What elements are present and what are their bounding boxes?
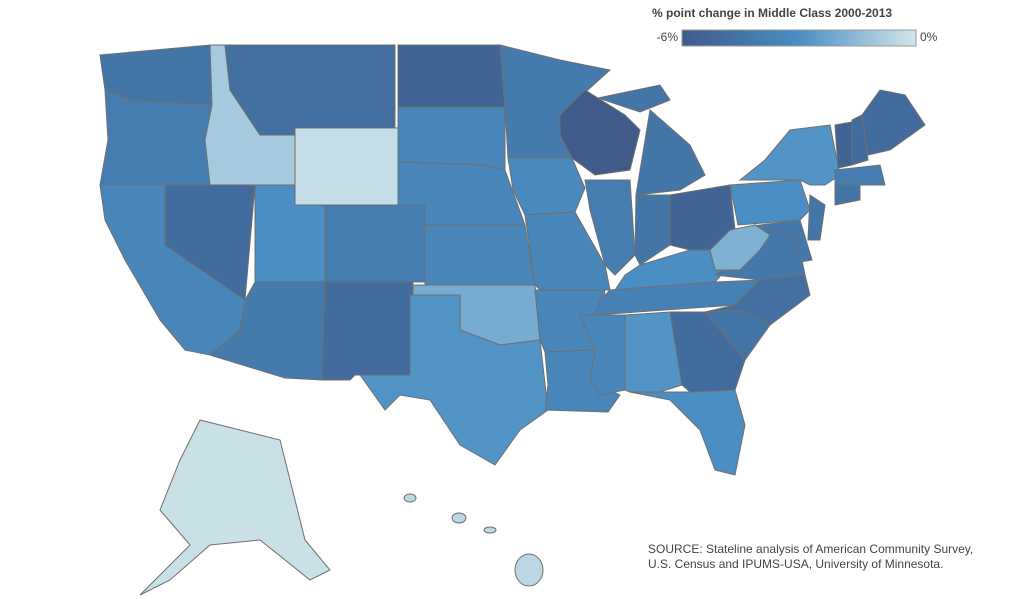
state (139, 419, 331, 596)
state (507, 157, 586, 216)
state (224, 44, 396, 136)
states (99, 44, 926, 596)
state (321, 281, 414, 381)
state (397, 44, 506, 108)
state (403, 493, 544, 587)
source-line: U.S. Census and IPUMS-USA, University of… (648, 557, 943, 571)
state (758, 219, 813, 263)
state (397, 106, 506, 171)
state (294, 127, 399, 206)
state (324, 204, 426, 283)
state (834, 182, 861, 206)
state (709, 224, 771, 271)
state (99, 89, 213, 186)
state (834, 164, 886, 186)
state (424, 224, 536, 286)
state (807, 194, 826, 241)
legend-tick-label: 0% (920, 30, 938, 44)
state (834, 121, 853, 169)
state (861, 89, 926, 156)
state (738, 124, 841, 186)
legend-tick-label: -6% (657, 30, 679, 44)
state (584, 179, 636, 276)
source-line: SOURCE: Stateline analysis of American C… (648, 542, 973, 556)
state (851, 114, 869, 166)
state (629, 389, 746, 476)
state (359, 294, 549, 466)
state (729, 179, 811, 226)
state (596, 84, 706, 196)
legend-bar (681, 29, 917, 47)
legend-title: % point change in Middle Class 2000-2013 (652, 6, 892, 20)
state (634, 194, 671, 266)
